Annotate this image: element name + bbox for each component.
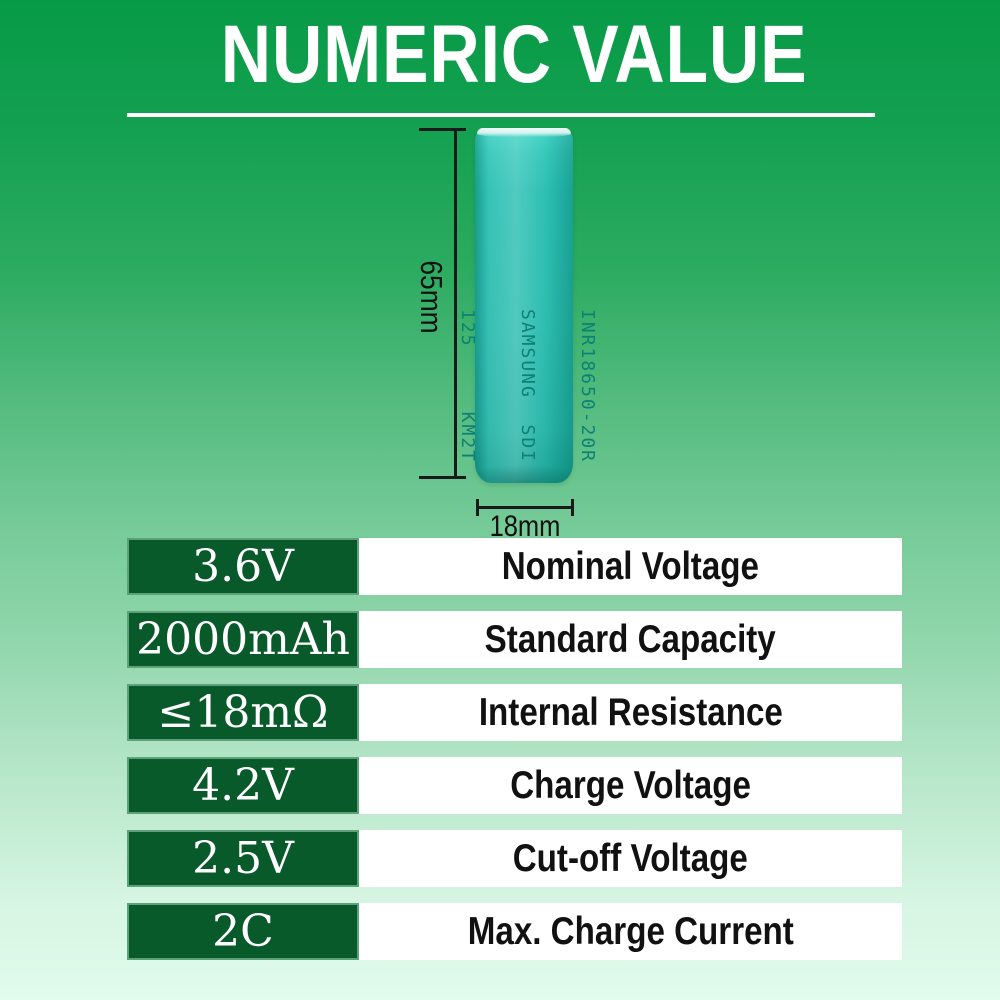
spec-label: Max. Charge Current [359, 903, 902, 960]
battery-model-text: INR18650-20R [577, 308, 598, 464]
spec-table: 3.6V Nominal Voltage 2000mAh Standard Ca… [127, 538, 902, 976]
spec-row-standard-capacity: 2000mAh Standard Capacity [127, 611, 902, 668]
spec-label: Nominal Voltage [359, 538, 902, 595]
diameter-dimension-tick-left [476, 499, 479, 516]
spec-label: Standard Capacity [359, 611, 902, 668]
spec-row-cutoff-voltage: 2.5V Cut-off Voltage [127, 830, 902, 887]
height-dimension-cap-top [419, 128, 466, 131]
spec-value: ≤18mΩ [127, 684, 359, 741]
title-divider [127, 113, 875, 117]
spec-row-charge-voltage: 4.2V Charge Voltage [127, 757, 902, 814]
spec-value: 2C [127, 903, 359, 960]
height-dimension-line [454, 129, 457, 479]
spec-row-max-charge-current: 2C Max. Charge Current [127, 903, 902, 960]
height-dimension-cap-bottom [419, 476, 466, 479]
battery-top-rim [477, 128, 571, 137]
spec-label: Internal Resistance [359, 684, 902, 741]
spec-value: 3.6V [127, 538, 359, 595]
spec-value: 4.2V [127, 757, 359, 814]
diameter-dimension-line [476, 506, 574, 509]
page-title: NUMERIC VALUE [127, 14, 902, 96]
spec-value: 2.5V [127, 830, 359, 887]
battery-brand-text: SAMSUNG SDI [517, 308, 538, 464]
page-title-text: NUMERIC VALUE [221, 9, 808, 100]
battery-print-text: INR18650-20R SAMSUNG SDI 125 KM2T [417, 309, 637, 463]
battery-diameter-label: 18mm [489, 510, 561, 543]
spec-row-internal-resistance: ≤18mΩ Internal Resistance [127, 684, 902, 741]
spec-row-nominal-voltage: 3.6V Nominal Voltage [127, 538, 902, 595]
spec-label: Cut-off Voltage [359, 830, 902, 887]
spec-label: Charge Voltage [359, 757, 902, 814]
spec-value: 2000mAh [127, 611, 359, 668]
battery-batch-text: 125 KM2T [457, 308, 478, 464]
diameter-dimension-tick-right [571, 499, 574, 516]
battery-image [475, 128, 573, 483]
